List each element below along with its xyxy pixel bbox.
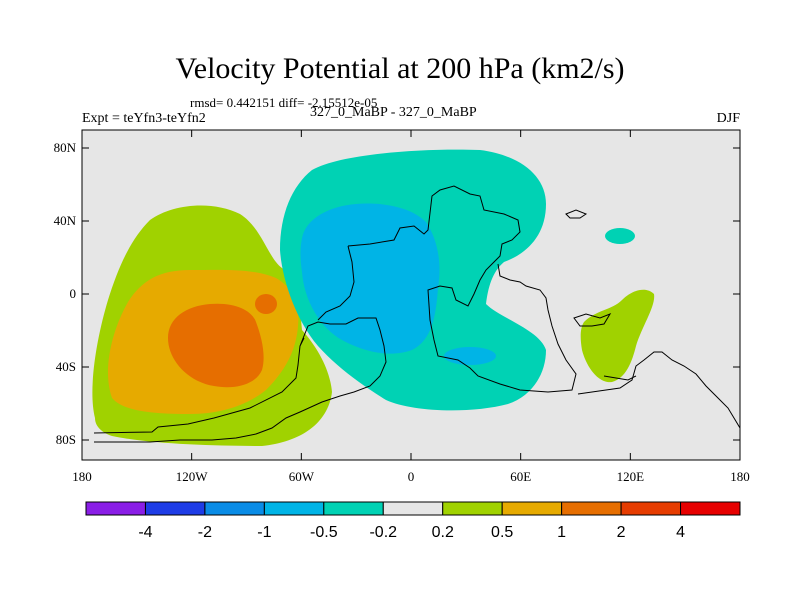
lon-tick-label: 60E: [510, 469, 531, 484]
colorbar-label: 2: [617, 524, 626, 541]
colorbar-box: [382, 501, 444, 516]
contour-pos-0.2-east: [580, 289, 655, 383]
lon-tick-label: 180: [72, 469, 92, 484]
colorbar-label: -0.5: [310, 524, 338, 541]
contour-neg-1-spot: [444, 347, 496, 365]
colorbar-box: [85, 501, 146, 516]
colorbar: -4 -2 -1 -0.5 -0.2 0.2 0.5 1 2 4: [85, 501, 741, 541]
lon-tick-label: 120W: [176, 469, 209, 484]
colorbar-box: [263, 501, 325, 516]
lat-tick-label: 0: [70, 286, 77, 301]
contour-neg-1: [300, 203, 440, 354]
longitude-axis: 180 120W 60W 0 60E 120E 180: [72, 130, 750, 484]
plot-title: Velocity Potential at 200 hPa (km2/s): [175, 52, 625, 85]
lat-tick-label: 40S: [56, 359, 76, 374]
colorbar-label: 1: [557, 524, 566, 541]
lat-tick-label: 80S: [56, 432, 76, 447]
lon-tick-label: 60W: [289, 469, 315, 484]
lat-tick-label: 80N: [54, 140, 77, 155]
case-names: 327_0_MaBP - 327_0_MaBP: [310, 105, 477, 120]
season-label: DJF: [716, 111, 740, 126]
contour-pos-1-spot: [255, 294, 277, 314]
colorbar-label: -4: [138, 524, 152, 541]
colorbar-box: [561, 501, 622, 516]
coastline-australia: [577, 351, 740, 429]
colorbar-box: [680, 501, 741, 516]
colorbar-box: [323, 501, 384, 516]
contour-neg-0.5-spot: [605, 228, 635, 244]
rmsd-diff-stats: rmsd= 0.442151 diff= -2.15512e-05: [190, 95, 378, 110]
colorbar-box: [620, 501, 682, 516]
colorbar-box: [144, 501, 206, 516]
lon-tick-label: 0: [408, 469, 415, 484]
lon-tick-label: 180: [730, 469, 750, 484]
lat-tick-label: 40N: [54, 213, 77, 228]
colorbar-label: -1: [257, 524, 271, 541]
colorbar-label: -2: [198, 524, 212, 541]
colorbar-label: 4: [676, 524, 685, 541]
colorbar-label: 0.5: [491, 524, 513, 541]
colorbar-box: [501, 501, 563, 516]
colorbar-box: [204, 501, 265, 516]
latitude-axis: 80N 40N 0 40S 80S: [54, 140, 740, 447]
colorbar-label: -0.2: [369, 524, 397, 541]
coastline-islands: [565, 209, 612, 327]
lon-tick-label: 120E: [617, 469, 645, 484]
coastline-americas: [93, 317, 387, 443]
coastline-europe-asia: [317, 185, 577, 393]
colorbar-box: [442, 501, 503, 516]
contour-pos-1: [168, 303, 264, 388]
colorbar-label: 0.2: [432, 524, 454, 541]
experiment-label: Expt = teYfn3-teYfn2: [82, 111, 206, 126]
